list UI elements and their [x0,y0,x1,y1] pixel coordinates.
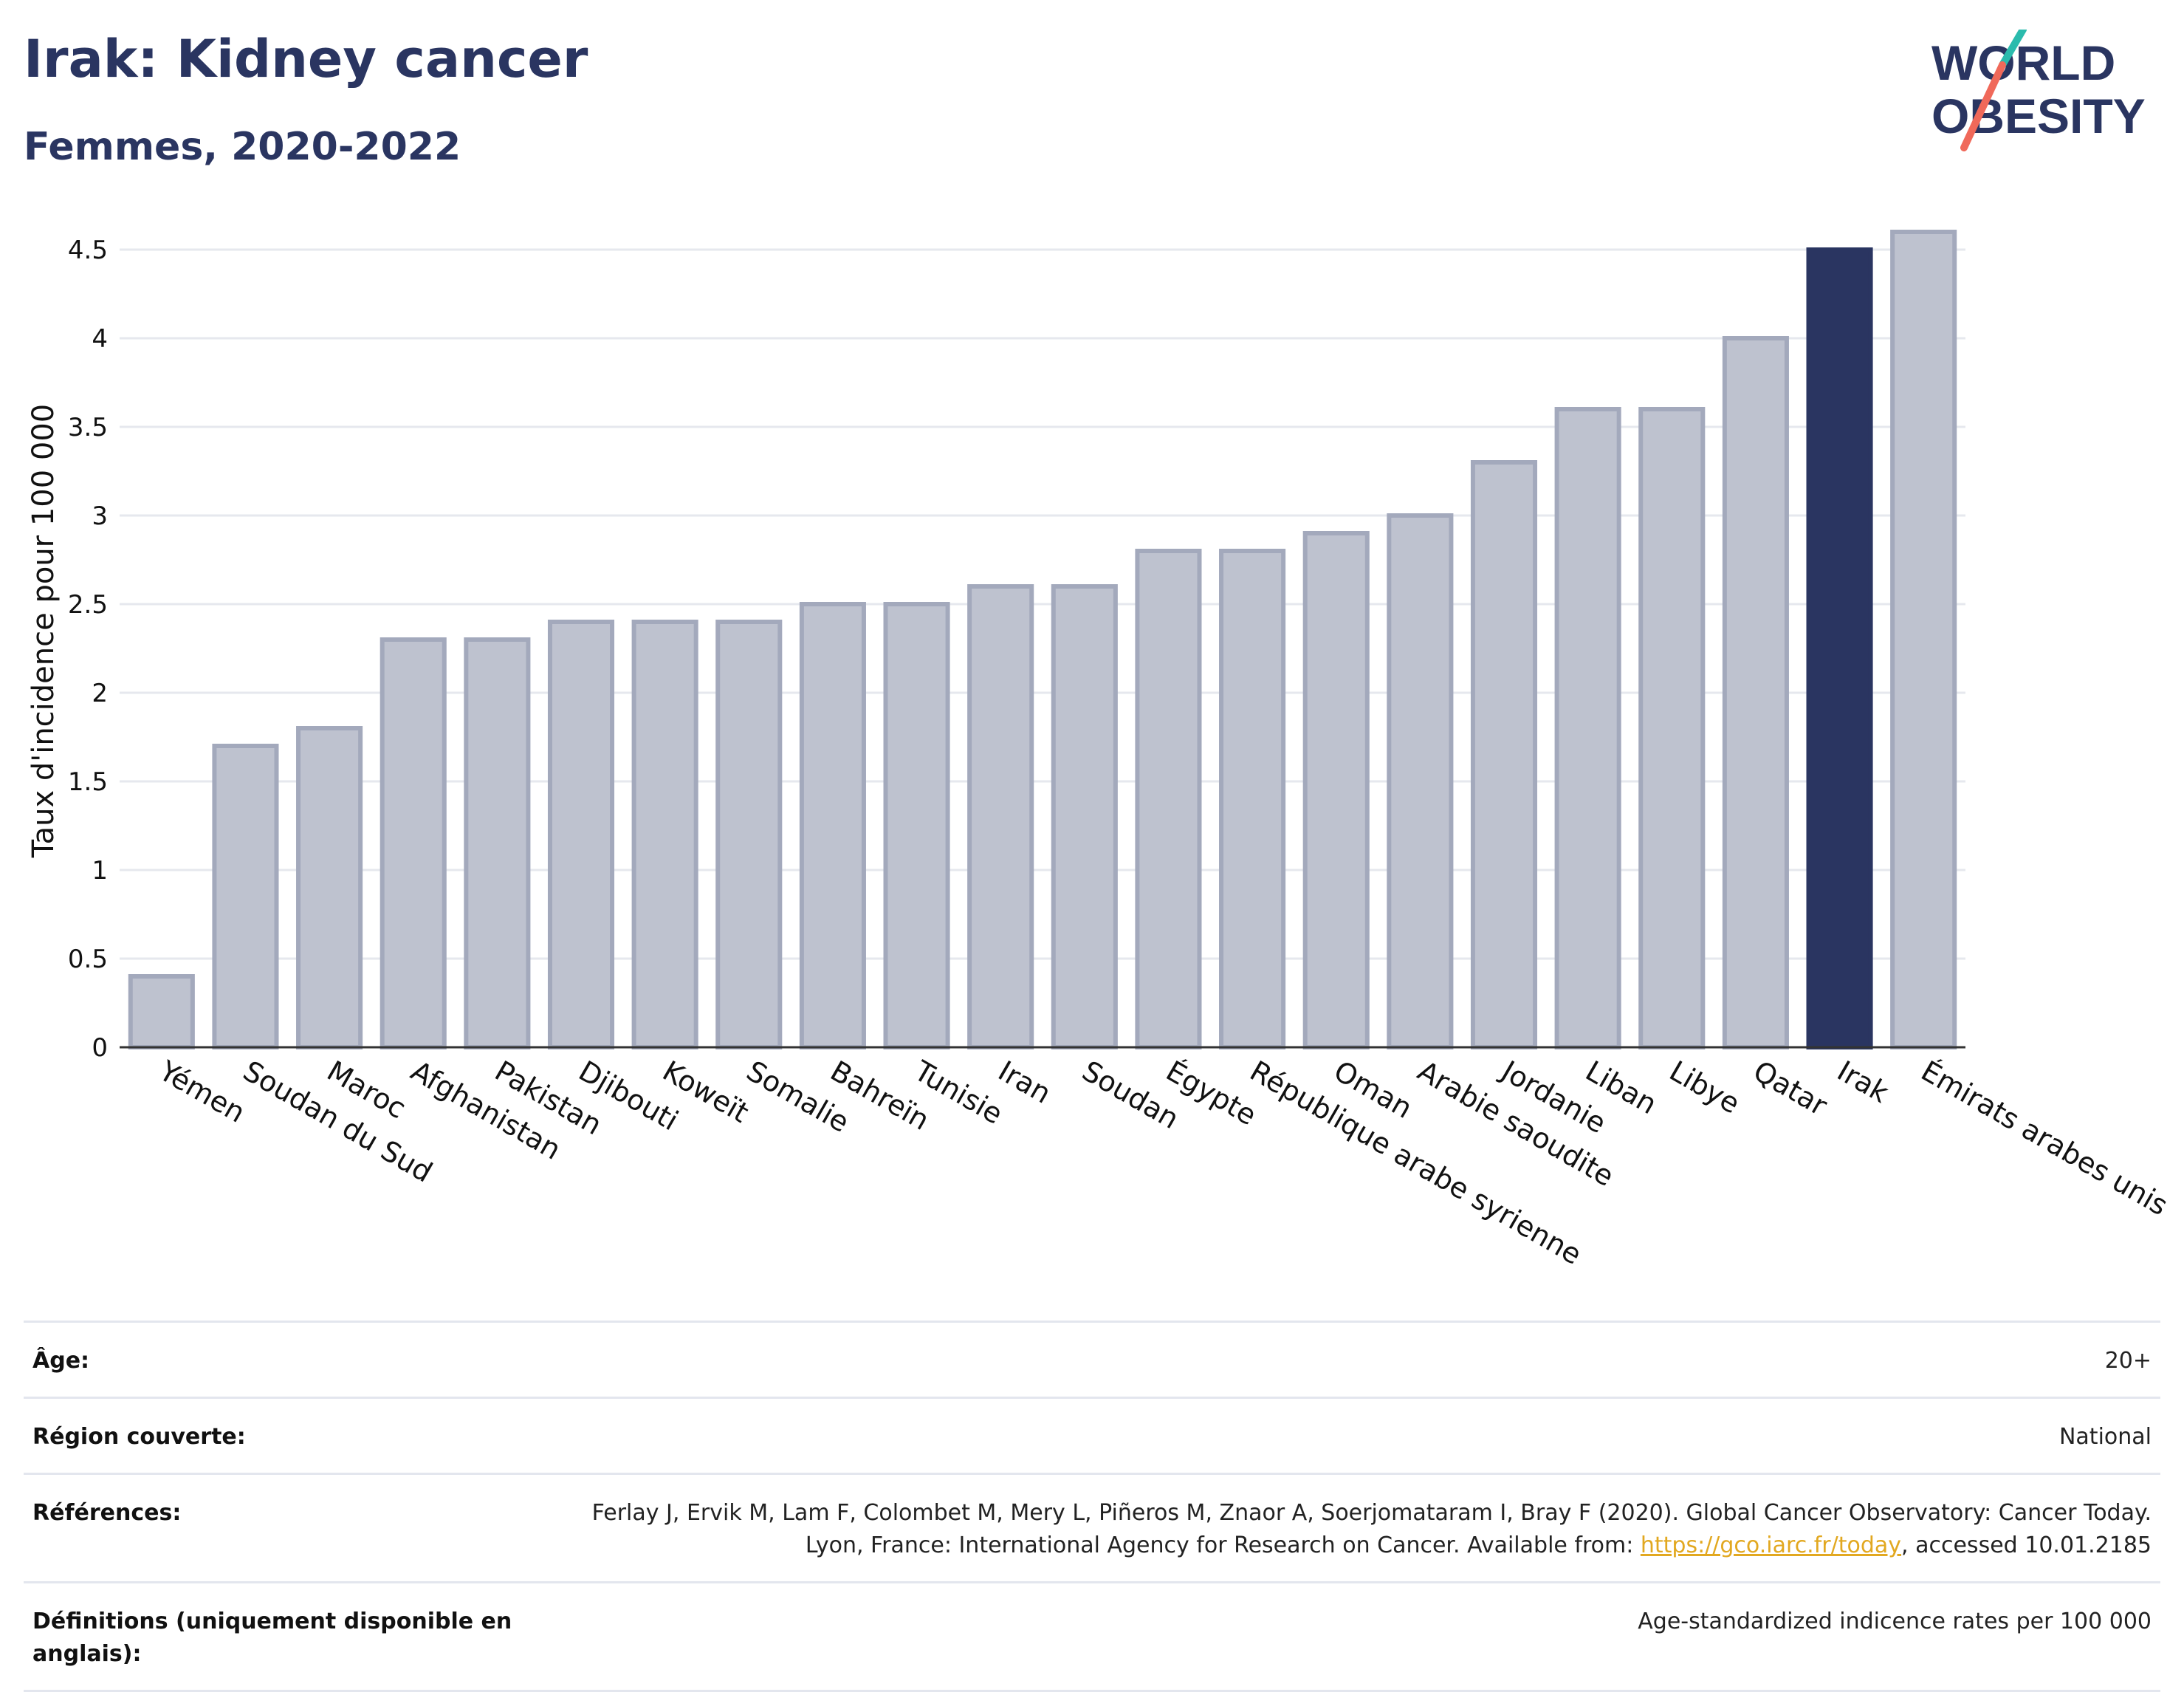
references-value: Ferlay J, Ervik M, Lam F, Colombet M, Me… [564,1497,2152,1562]
bar-1 [212,744,279,1049]
y-tick-label: 3 [92,501,108,531]
x-category-label: Yémen [153,1054,250,1129]
bar-3 [380,637,447,1049]
references-label: Références: [32,1500,182,1526]
region-label: Région couverte: [32,1424,246,1450]
bar-19 [1722,336,1789,1049]
bar-18 [1638,407,1706,1049]
bars [128,230,1957,1049]
y-tick-label: 2 [92,679,108,708]
y-tick-label: 4 [92,324,108,354]
logo-line-1: WORLD [1931,35,2115,90]
age-label: Âge: [32,1348,90,1374]
y-tick-label: 1.5 [68,767,108,797]
y-axis-label: Taux d'incidence pour 100 000 [27,404,61,858]
info-row-region: Région couverte: National [24,1397,2160,1473]
references-link[interactable]: https://gco.iarc.fr/today [1640,1532,1902,1558]
logo-slash-coral [1960,61,2006,151]
region-value: National [2058,1424,2152,1450]
references-text: Ferlay J, Ervik M, Lam F, Colombet M, Me… [591,1500,2152,1558]
definitions-value: Age-standardized indicence rates per 100… [1638,1609,2152,1634]
logo-slash-teal [1999,30,2027,69]
definitions-label: Définitions (uniquement disponible en an… [32,1609,512,1667]
bar-8 [799,602,866,1049]
bar-7 [715,620,783,1049]
x-category-label: Irak [1832,1055,1894,1109]
chart-subtitle: Femmes, 2020-2022 [24,125,461,169]
bar-6 [631,620,698,1049]
info-row-definitions: Définitions (uniquement disponible en an… [24,1581,2160,1692]
bar-11 [1051,584,1118,1049]
y-tick-label: 1 [92,856,108,886]
bar-2 [296,726,363,1049]
y-tick-labels: 0 0.5 1 1.5 2 2.5 3 3.5 4 4.5 [68,236,108,1063]
info-row-references: Références: Ferlay J, Ervik M, Lam F, Co… [24,1473,2160,1581]
x-category-label: Soudan [1076,1055,1184,1136]
bar-5 [547,620,615,1049]
bar-21 [1890,230,1957,1049]
y-tick-label: 4.5 [68,236,108,265]
x-category-label: Libye [1664,1055,1745,1120]
y-tick-label: 3.5 [68,413,108,442]
bar-14 [1302,531,1370,1049]
references-accessed: , accessed 10.01.2185 [1901,1532,2152,1558]
world-obesity-logo: WORLD OBESITY [1931,30,2146,151]
age-value: 20+ [2104,1348,2152,1374]
bar-4 [464,637,531,1049]
bar-12 [1135,549,1202,1049]
bar-0 [128,974,195,1049]
y-tick-label: 2.5 [68,590,108,620]
bar-15 [1387,513,1454,1049]
bar-17 [1554,407,1621,1049]
info-row-age: Âge: 20+ [24,1321,2160,1397]
bar-13 [1219,549,1286,1049]
info-table: Âge: 20+ Région couverte: National Référ… [24,1321,2160,1692]
bar-16 [1470,460,1538,1049]
bar-9 [883,602,950,1049]
bar-20 [1806,247,1873,1049]
chart-title: Irak: Kidney cancer [24,29,588,89]
y-tick-label: 0 [92,1033,108,1063]
y-tick-label: 0.5 [68,945,108,974]
x-category-label: Émirats arabes unis [1916,1055,2174,1222]
x-category-label: Qatar [1748,1055,1833,1123]
bar-10 [967,584,1034,1049]
